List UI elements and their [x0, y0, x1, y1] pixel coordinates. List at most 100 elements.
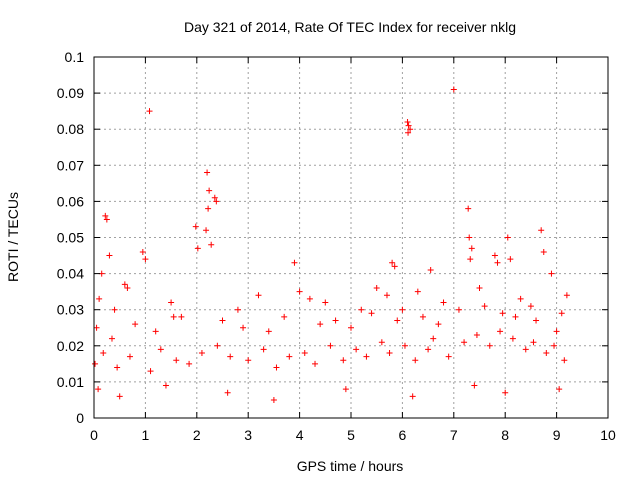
data-point	[497, 328, 504, 335]
x-tick-label: 0	[90, 427, 98, 443]
data-point	[139, 248, 146, 255]
y-tick-label: 0.09	[57, 85, 84, 101]
data-point	[465, 205, 472, 212]
data-point	[240, 324, 247, 331]
data-point	[132, 321, 139, 328]
x-tick-label: 7	[450, 427, 458, 443]
data-point	[461, 339, 468, 346]
data-point	[157, 346, 164, 353]
y-tick-label: 0.02	[57, 338, 84, 354]
data-point	[358, 306, 365, 313]
data-point	[342, 386, 349, 393]
data-point	[224, 389, 231, 396]
data-point	[412, 357, 419, 364]
data-point	[386, 350, 393, 357]
data-point	[399, 306, 406, 313]
data-point	[327, 342, 334, 349]
data-point	[378, 339, 385, 346]
data-point	[142, 256, 149, 263]
data-point	[473, 331, 480, 338]
y-tick-label: 0.08	[57, 121, 84, 137]
y-tick-label: 0.04	[57, 266, 84, 282]
data-point	[419, 313, 426, 320]
data-point	[425, 346, 432, 353]
data-point	[522, 346, 529, 353]
data-point	[476, 285, 483, 292]
data-point	[409, 393, 416, 400]
data-point	[186, 360, 193, 367]
data-point	[178, 313, 185, 320]
data-point	[213, 198, 220, 205]
data-point	[471, 382, 478, 389]
data-point	[111, 306, 118, 313]
data-point	[486, 342, 493, 349]
data-point	[95, 386, 102, 393]
data-point	[168, 299, 175, 306]
data-point	[553, 328, 560, 335]
y-tick-label: 0.05	[57, 230, 84, 246]
data-point	[468, 245, 475, 252]
data-point	[353, 346, 360, 353]
data-point	[389, 259, 396, 266]
x-tick-label: 9	[553, 427, 561, 443]
data-point	[203, 227, 210, 234]
data-point	[108, 335, 115, 342]
data-point	[435, 321, 442, 328]
data-point	[296, 288, 303, 295]
data-point	[440, 299, 447, 306]
x-tick-label: 10	[600, 427, 616, 443]
data-point	[214, 342, 221, 349]
y-tick-label: 0	[76, 410, 84, 426]
data-point	[548, 270, 555, 277]
data-point	[234, 306, 241, 313]
data-point	[126, 353, 133, 360]
x-tick-label: 2	[193, 427, 201, 443]
data-point	[281, 313, 288, 320]
data-point	[373, 285, 380, 292]
x-tick-label: 8	[501, 427, 509, 443]
data-point	[103, 216, 110, 223]
data-point	[102, 212, 109, 219]
data-point	[121, 281, 128, 288]
data-point	[227, 353, 234, 360]
data-point	[430, 335, 437, 342]
data-point	[205, 205, 212, 212]
data-point	[563, 292, 570, 299]
data-point	[114, 364, 121, 371]
data-point	[96, 295, 103, 302]
data-point	[499, 310, 506, 317]
data-point	[116, 393, 123, 400]
data-point	[543, 350, 550, 357]
data-point	[208, 241, 215, 248]
data-point	[481, 303, 488, 310]
data-point	[363, 353, 370, 360]
data-point	[512, 313, 519, 320]
data-point	[540, 248, 547, 255]
data-point	[527, 303, 534, 310]
data-point	[391, 263, 398, 270]
data-point	[332, 317, 339, 324]
data-point	[322, 299, 329, 306]
data-point	[502, 389, 509, 396]
data-point	[340, 357, 347, 364]
data-point	[260, 346, 267, 353]
data-point	[170, 313, 177, 320]
data-point	[348, 324, 354, 331]
data-point	[124, 285, 131, 292]
data-point	[556, 386, 563, 393]
data-point	[405, 129, 412, 136]
grid-lines	[94, 57, 608, 418]
x-axis-label: GPS time / hours	[297, 458, 404, 474]
data-point	[204, 169, 211, 176]
data-point	[533, 317, 540, 324]
data-point	[507, 256, 514, 263]
data-point	[455, 306, 462, 313]
data-point	[265, 328, 272, 335]
data-point	[152, 328, 159, 335]
data-point	[450, 86, 457, 93]
y-axis-label: ROTI / TECUs	[5, 192, 21, 282]
data-point	[551, 342, 558, 349]
data-point	[306, 295, 313, 302]
